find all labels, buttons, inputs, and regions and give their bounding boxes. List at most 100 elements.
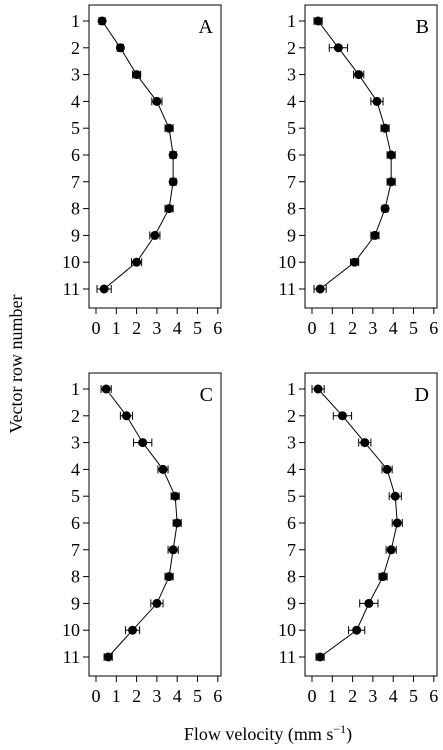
x-axis-label-superscript: −1 xyxy=(333,722,346,736)
y-tick-label: 7 xyxy=(287,540,296,560)
data-point xyxy=(170,491,180,501)
data-point xyxy=(360,438,370,448)
y-tick-label: 6 xyxy=(287,513,296,533)
y-tick-label: 6 xyxy=(71,145,80,165)
y-tick-label: 8 xyxy=(287,199,296,219)
data-point xyxy=(168,545,178,555)
y-tick-label: 7 xyxy=(287,172,296,192)
data-point xyxy=(103,652,113,662)
panel-label: C xyxy=(200,384,213,406)
x-axis-label: Flow velocity (mm s−1) xyxy=(184,722,352,745)
velocity-profile-line xyxy=(105,388,178,658)
y-tick-label: 11 xyxy=(279,647,296,667)
y-tick-label: 1 xyxy=(287,379,296,399)
x-tick-label: 1 xyxy=(112,686,121,706)
y-tick-label: 8 xyxy=(71,199,80,219)
y-tick-label: 5 xyxy=(71,118,80,138)
x-tick-label: 5 xyxy=(409,686,418,706)
data-point xyxy=(132,257,142,267)
y-tick-label: 11 xyxy=(279,279,296,299)
x-tick-label: 4 xyxy=(389,318,398,338)
y-tick-label: 11 xyxy=(63,279,80,299)
y-tick-label: 3 xyxy=(71,65,80,85)
data-point xyxy=(364,598,374,608)
data-point xyxy=(313,16,323,26)
data-point xyxy=(168,150,178,160)
y-tick-label: 8 xyxy=(71,567,80,587)
x-tick-label: 6 xyxy=(213,318,222,338)
y-tick-label: 4 xyxy=(71,91,80,111)
x-tick-label: 5 xyxy=(409,318,418,338)
x-tick-label: 6 xyxy=(429,318,438,338)
x-tick-label: 2 xyxy=(348,686,357,706)
data-point xyxy=(115,43,125,53)
data-point xyxy=(380,123,390,133)
y-tick-label: 1 xyxy=(71,11,80,31)
x-tick-label: 3 xyxy=(152,318,161,338)
x-tick-label: 5 xyxy=(193,318,202,338)
y-tick-label: 6 xyxy=(287,145,296,165)
panel-frame xyxy=(88,4,222,309)
y-tick-label: 11 xyxy=(63,647,80,667)
x-axis-label-close: ) xyxy=(346,724,352,745)
data-point xyxy=(99,284,109,294)
x-tick-label: 0 xyxy=(308,318,317,338)
y-tick-label: 2 xyxy=(287,38,296,58)
data-point xyxy=(354,70,364,80)
panel-label: A xyxy=(199,16,214,38)
panel-frame xyxy=(88,372,222,677)
x-axis-label-main: Flow velocity (mm s xyxy=(184,724,334,745)
data-point xyxy=(350,257,360,267)
data-point xyxy=(97,16,107,26)
data-point xyxy=(372,96,382,106)
data-point xyxy=(132,70,142,80)
y-tick-label: 3 xyxy=(287,65,296,85)
data-point xyxy=(337,411,347,421)
x-tick-label: 0 xyxy=(308,686,317,706)
y-tick-label: 1 xyxy=(71,379,80,399)
x-tick-label: 4 xyxy=(173,686,182,706)
y-tick-label: 7 xyxy=(71,172,80,192)
data-point xyxy=(313,384,323,394)
x-tick-label: 0 xyxy=(92,686,101,706)
y-tick-label: 2 xyxy=(71,406,80,426)
y-tick-label: 10 xyxy=(278,252,296,272)
data-point xyxy=(315,284,325,294)
y-tick-label: 2 xyxy=(287,406,296,426)
x-tick-label: 2 xyxy=(348,318,357,338)
data-point xyxy=(168,177,178,187)
data-point xyxy=(101,384,111,394)
data-point xyxy=(158,464,168,474)
x-tick-label: 6 xyxy=(213,686,222,706)
data-point xyxy=(382,464,392,474)
y-tick-label: 3 xyxy=(287,433,296,453)
data-point xyxy=(386,150,396,160)
panel-label: D xyxy=(415,384,429,406)
data-point xyxy=(152,96,162,106)
y-tick-label: 9 xyxy=(287,593,296,613)
data-point xyxy=(128,625,138,635)
y-tick-label: 9 xyxy=(71,593,80,613)
velocity-profile-line xyxy=(317,20,392,290)
y-tick-label: 4 xyxy=(71,459,80,479)
x-tick-label: 6 xyxy=(429,686,438,706)
data-point xyxy=(380,204,390,214)
panel-frame xyxy=(304,372,438,677)
data-point xyxy=(370,230,380,240)
data-point xyxy=(352,625,362,635)
data-point xyxy=(390,491,400,501)
data-point xyxy=(152,598,162,608)
y-tick-label: 4 xyxy=(287,91,296,111)
y-tick-label: 9 xyxy=(287,225,296,245)
data-point xyxy=(392,518,402,528)
data-point xyxy=(333,43,343,53)
velocity-profile-line xyxy=(101,20,174,290)
x-tick-label: 3 xyxy=(368,318,377,338)
x-tick-label: 3 xyxy=(368,686,377,706)
x-tick-label: 5 xyxy=(193,686,202,706)
